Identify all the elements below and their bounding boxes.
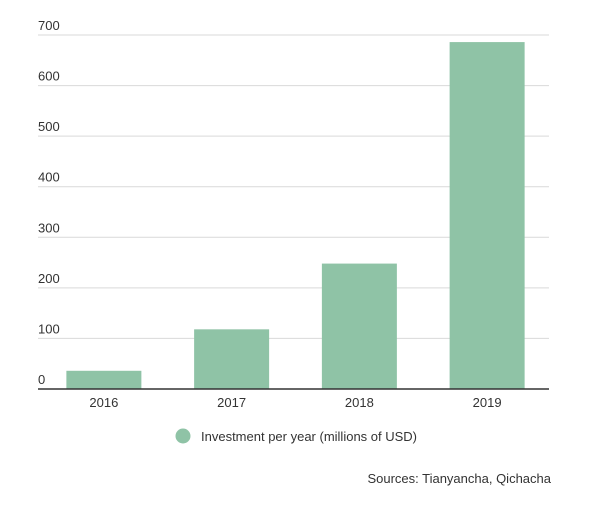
- x-tick-label: 2019: [473, 395, 502, 410]
- y-tick-label: 600: [38, 69, 60, 84]
- x-tick-label: 2016: [89, 395, 118, 410]
- y-axis-tick-labels: 0 100 200 300 400 500 600 700: [38, 18, 60, 387]
- bar-2018: [321, 263, 397, 389]
- y-tick-label: 100: [38, 321, 60, 336]
- y-tick-label: 0: [38, 372, 45, 387]
- y-tick-label: 400: [38, 170, 60, 185]
- bar-2019: [449, 42, 525, 390]
- legend: Investment per year (millions of USD): [175, 428, 417, 444]
- bars: [66, 42, 525, 390]
- legend-swatch: [175, 428, 191, 444]
- legend-label: Investment per year (millions of USD): [201, 429, 417, 444]
- x-tick-label: 2017: [217, 395, 246, 410]
- x-tick-label: 2018: [345, 395, 374, 410]
- source-note: Sources: Tianyancha, Qichacha: [367, 471, 551, 486]
- x-axis-tick-labels: 2016 2017 2018 2019: [89, 395, 501, 410]
- y-tick-label: 200: [38, 271, 60, 286]
- y-tick-label: 700: [38, 18, 60, 33]
- y-tick-label: 500: [38, 119, 60, 134]
- gridlines: [38, 34, 549, 339]
- bar-2016: [66, 370, 142, 389]
- bar-2017: [194, 329, 270, 389]
- y-tick-label: 300: [38, 220, 60, 235]
